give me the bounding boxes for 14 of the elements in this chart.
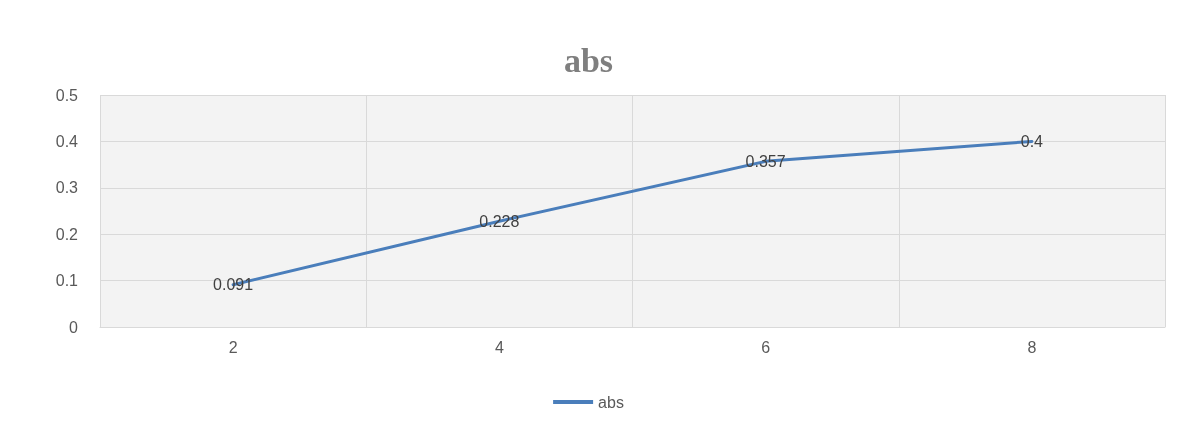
y-tick-label: 0.5 bbox=[55, 86, 79, 104]
y-tick-label: 0.3 bbox=[55, 179, 79, 197]
y-tick-label: 0 bbox=[69, 318, 79, 336]
data-label: 0.091 bbox=[213, 276, 254, 294]
chart-title: abs bbox=[563, 41, 614, 79]
legend-label: abs bbox=[598, 393, 624, 411]
x-tick-label: 8 bbox=[1027, 338, 1037, 356]
data-label: 0.4 bbox=[1020, 132, 1044, 150]
y-tick-label: 0.2 bbox=[55, 225, 79, 243]
y-tick-label: 0.1 bbox=[55, 272, 79, 290]
x-tick-label: 2 bbox=[228, 338, 238, 356]
x-tick-label: 6 bbox=[761, 338, 771, 356]
x-tick-label: 4 bbox=[494, 338, 504, 356]
y-tick-label: 0.4 bbox=[55, 132, 79, 150]
